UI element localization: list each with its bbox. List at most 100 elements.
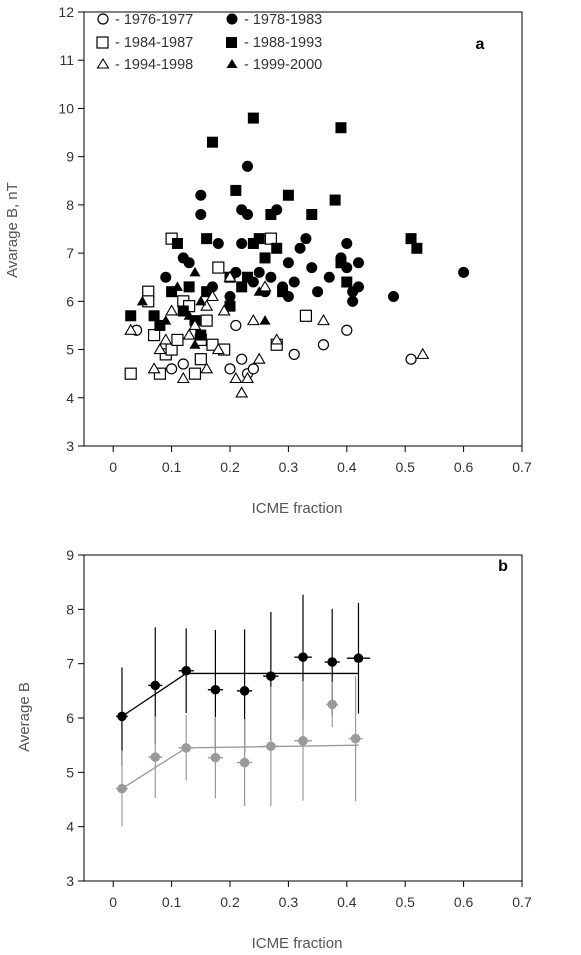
scatter-point-circle-filled <box>323 271 335 283</box>
scatter-point-triangle-filled <box>171 281 183 291</box>
scatter-point-circle-open <box>317 339 330 351</box>
scatter-point-square-open <box>299 309 313 322</box>
panel-a-y-tick-label: 5 <box>66 342 74 358</box>
scatter-point-square-filled <box>306 209 318 221</box>
scatter-point-circle-filled <box>253 266 265 278</box>
data-point-black <box>327 657 338 667</box>
legend-label-1984-1987: - 1984-1987 <box>115 35 193 51</box>
scatter-point-circle-filled <box>312 286 324 298</box>
panel-a-label: a <box>476 36 485 53</box>
legend-marker-square-open <box>96 36 109 49</box>
panel-b-x-tick-label: 0 <box>109 894 117 910</box>
scatter-point-circle-open <box>230 319 242 332</box>
scatter-point-triangle-filled <box>189 266 201 277</box>
scatter-point-square-filled <box>177 305 189 317</box>
data-point-gray <box>117 783 127 794</box>
legend-item-1984-1987: - 1984-1987 <box>96 35 193 51</box>
scatter-point-triangle-open <box>153 342 167 355</box>
scatter-point-square-filled <box>201 233 213 245</box>
errorbar-panel-b: 0 0.1 0.2 0.3 0.4 0.5 0.6 0.7 3 4 5 6 7 8 9 ICME fract… <box>16 547 532 952</box>
legend-label-1988-1993: - 1988-1993 <box>244 35 322 51</box>
scatter-point-square-filled <box>265 209 277 221</box>
legend-label-1994-1998: - 1994-1998 <box>115 57 193 73</box>
scatter-point-square-filled <box>242 271 254 283</box>
scatter-point-circle-open <box>405 353 417 365</box>
data-point-gray <box>210 752 221 763</box>
data-point-gray <box>239 757 250 768</box>
panel-b-x-tick-label: 0.3 <box>279 894 299 910</box>
panel-a-x-tick-label: 0 <box>109 459 117 475</box>
legend-marker-triangle-filled <box>226 59 238 68</box>
legend-marker-circle-open <box>97 13 109 25</box>
panel-b-y-tick-label: 5 <box>66 764 74 780</box>
legend-label-1978-1983: - 1978-1983 <box>244 12 322 28</box>
scatter-point-triangle-open <box>147 362 161 374</box>
data-point-gray <box>327 699 338 710</box>
scatter-point-triangle-open <box>176 371 190 384</box>
scatter-point-triangle-open <box>165 304 179 316</box>
scatter-point-circle-filled <box>388 291 400 303</box>
scatter-panel-a: 0 0.1 0.2 0.3 0.4 0.5 0.6 0.7 3 4 5 6 7 8 9 10 11 12 ICME… <box>4 4 532 517</box>
scatter-point-circle-open <box>177 358 189 370</box>
scatter-point-circle-filled <box>347 295 359 307</box>
scatter-point-square-filled <box>411 242 423 254</box>
panel-a-x-tick-label: 0.2 <box>220 459 240 475</box>
panel-b-y-tick-label: 7 <box>66 656 74 672</box>
legend-marker-circle-filled <box>226 13 238 25</box>
scatter-point-square-filled <box>253 233 265 245</box>
panel-a-x-tick-label: 0.6 <box>454 459 474 475</box>
scatter-point-square-filled <box>335 122 347 134</box>
scatter-point-triangle-filled <box>259 315 271 325</box>
scatter-point-circle-filled <box>352 257 364 269</box>
panel-a-y-tick-label: 11 <box>59 52 74 68</box>
panel-a-y-tick-label: 9 <box>66 149 74 165</box>
data-point-black <box>150 680 161 691</box>
panel-a-legend: - 1976-1977 - 1978-1983 - 1984-1987 - 19… <box>96 12 322 73</box>
legend-item-1988-1993: - 1988-1993 <box>226 35 322 51</box>
panel-b-x-tick-label: 0.1 <box>162 894 182 910</box>
scatter-point-triangle-open <box>416 347 430 359</box>
scatter-point-square-filled <box>341 276 353 288</box>
scatter-point-circle-open <box>247 363 259 375</box>
scatter-point-circle-open <box>236 353 248 365</box>
scatter-point-square-filled <box>271 242 283 254</box>
panel-b-x-tick-label: 0.6 <box>454 894 474 910</box>
scatter-point-triangle-open <box>211 342 225 355</box>
scatter-point-triangle-open <box>235 386 249 398</box>
data-point-gray <box>181 743 191 753</box>
panel-b-y-tick-label: 3 <box>66 873 74 889</box>
scatter-point-triangle-open <box>258 280 272 292</box>
data-point-black <box>210 684 221 695</box>
scatter-point-circle-filled <box>224 291 236 303</box>
data-point-black <box>266 671 276 681</box>
scatter-point-triangle-open <box>188 318 202 330</box>
scatter-point-circle-open <box>288 348 300 360</box>
scatter-point-triangle-open <box>223 270 237 282</box>
scatter-point-square-open <box>124 367 137 380</box>
panel-b-axis-ticks: 0 0.1 0.2 0.3 0.4 0.5 0.6 0.7 3 4 5 6 7 8 9 <box>66 547 532 910</box>
scatter-point-square-filled <box>247 237 259 249</box>
scatter-point-square-filled <box>259 252 271 264</box>
scatter-point-triangle-open <box>270 333 284 345</box>
panel-b-x-tick-label: 0.5 <box>395 894 415 910</box>
data-point-gray <box>298 736 308 746</box>
panel-a-y-tick-label: 12 <box>58 4 74 20</box>
scatter-point-circle-filled <box>265 271 277 283</box>
data-point-black <box>239 686 250 696</box>
scatter-point-triangle-open <box>229 371 243 384</box>
panel-a-x-tick-label: 0.5 <box>395 459 415 475</box>
scatter-point-square-filled <box>224 300 236 312</box>
panel-a-x-tick-label: 0.1 <box>162 459 182 475</box>
scatter-point-triangle-open <box>246 314 260 326</box>
scatter-point-circle-filled <box>300 233 312 245</box>
scatter-point-circle-filled <box>195 209 207 221</box>
panel-a-y-tick-label: 10 <box>58 100 74 116</box>
scatter-point-square-open <box>194 353 207 366</box>
scatter-point-triangle-open <box>124 323 138 335</box>
scatter-point-circle-filled <box>288 276 300 288</box>
scatter-point-square-open <box>171 333 184 347</box>
scatter-point-square-filled <box>206 136 218 148</box>
panel-a-x-tick-label: 0.7 <box>512 459 532 475</box>
panel-a-y-tick-label: 8 <box>66 197 74 213</box>
